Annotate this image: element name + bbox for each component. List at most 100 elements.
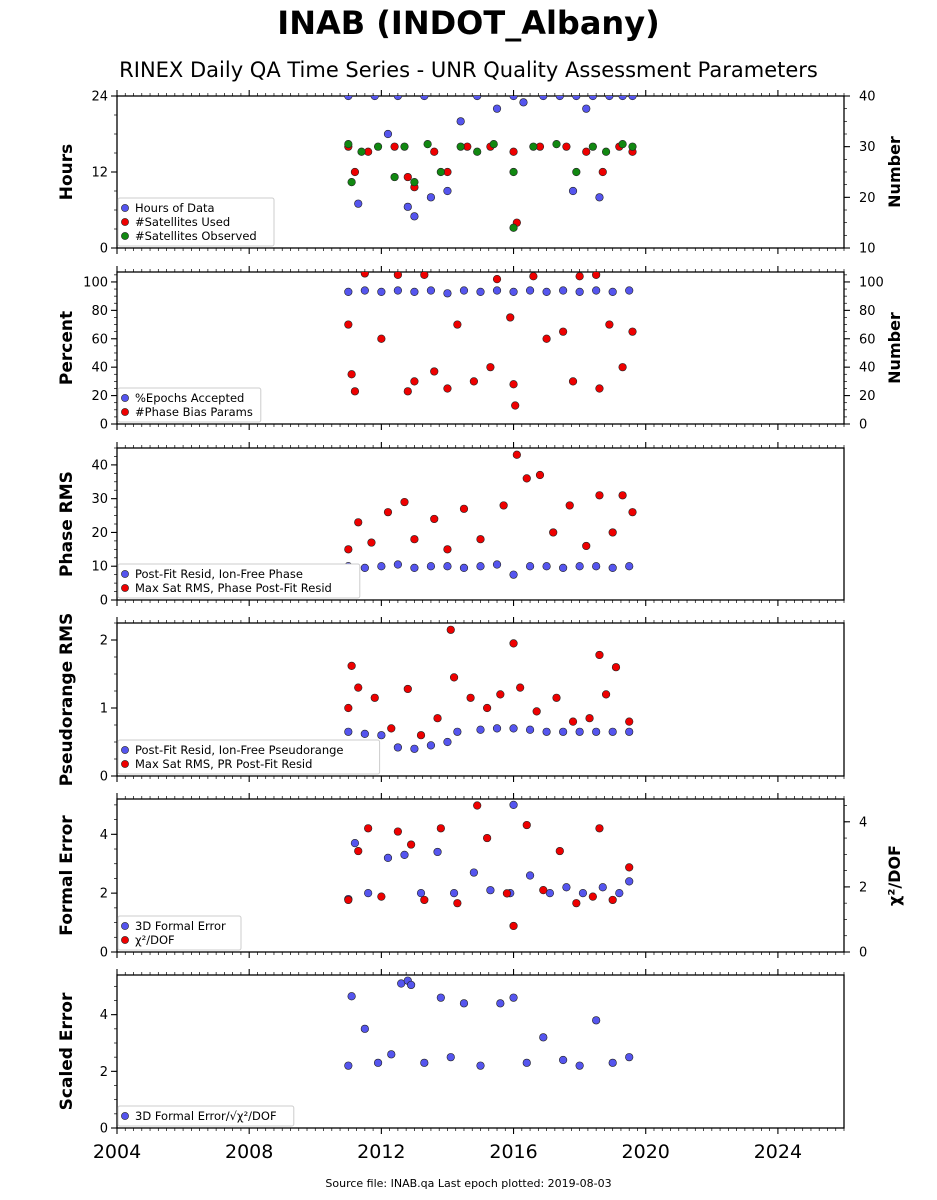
data-point xyxy=(433,714,442,723)
data-point xyxy=(400,142,409,151)
data-point xyxy=(410,744,419,753)
data-point xyxy=(459,504,469,513)
data-point xyxy=(559,563,568,573)
data-point xyxy=(592,1016,601,1025)
data-point xyxy=(449,889,459,898)
y-tick-label: 60 xyxy=(91,332,108,347)
data-point xyxy=(598,883,607,892)
legend-label: %Epochs Accepted xyxy=(135,391,244,405)
y-axis-label: Percent xyxy=(57,311,77,385)
data-point xyxy=(575,1061,584,1070)
plot-frame xyxy=(116,974,845,1129)
data-point xyxy=(608,528,617,537)
data-point xyxy=(347,992,356,1001)
y-right-axis-label: χ²/DOF xyxy=(885,845,904,906)
data-point xyxy=(492,286,502,295)
data-point xyxy=(559,1055,568,1065)
data-point xyxy=(529,142,538,151)
legend-marker xyxy=(121,204,129,212)
y-axis-label: Formal Error xyxy=(57,815,77,936)
legend-label: #Satellites Used xyxy=(135,215,230,229)
data-point xyxy=(410,287,419,296)
data-point xyxy=(608,563,617,573)
data-point xyxy=(443,384,452,393)
y-tick-label: 20 xyxy=(91,526,108,541)
data-point xyxy=(545,889,554,898)
data-point xyxy=(476,1061,485,1070)
y-right-axis-label: Number xyxy=(885,312,904,384)
y-tick-label: 10 xyxy=(91,560,108,575)
y-right-tick-label: 4 xyxy=(859,815,867,830)
data-point xyxy=(344,140,353,149)
data-point xyxy=(347,178,356,187)
chart-subtitle: RINEX Daily QA Time Series - UNR Quality… xyxy=(119,58,818,82)
data-point xyxy=(407,980,416,990)
data-point xyxy=(410,377,419,386)
data-point xyxy=(446,1053,455,1062)
data-point xyxy=(492,560,502,569)
x-tick-label: 2020 xyxy=(622,1141,670,1163)
data-point xyxy=(354,518,363,527)
panel-2: 0 20 40 60 80 100 0 20 40 60 80 100 Number Percent %Ep… xyxy=(57,266,904,433)
data-point xyxy=(344,1061,353,1070)
data-point xyxy=(592,272,601,279)
legend-marker xyxy=(121,1112,129,1120)
data-point xyxy=(393,560,402,569)
data-point xyxy=(364,824,373,833)
data-point xyxy=(377,892,386,901)
data-point xyxy=(525,871,535,880)
data-point xyxy=(512,450,521,459)
data-point xyxy=(496,690,505,699)
y-tick-label: 20 xyxy=(91,389,108,404)
data-point xyxy=(601,147,611,156)
data-point xyxy=(420,1058,429,1067)
data-point xyxy=(542,334,551,343)
data-point xyxy=(436,824,445,833)
data-point xyxy=(628,96,637,101)
data-point xyxy=(476,287,485,296)
data-point xyxy=(582,147,591,156)
data-point xyxy=(492,275,502,284)
data-point xyxy=(453,899,462,908)
y-tick-label: 4 xyxy=(100,828,108,843)
data-point xyxy=(347,370,356,379)
data-point xyxy=(492,104,502,113)
data-point xyxy=(436,167,445,177)
data-point xyxy=(344,320,353,329)
data-point xyxy=(618,491,627,500)
panel-3: 0 10 20 30 40 Phase RMS Post-Fit Resid, Ion-Fr… xyxy=(57,442,845,609)
data-point xyxy=(509,96,518,101)
data-point xyxy=(595,384,604,393)
data-point xyxy=(605,320,614,329)
data-point xyxy=(459,563,469,573)
legend-box xyxy=(117,387,262,423)
data-point xyxy=(572,899,581,908)
data-point xyxy=(628,327,637,336)
legend-label: Max Sat RMS, PR Post-Fit Resid xyxy=(135,757,312,771)
data-point xyxy=(344,895,353,905)
data-point xyxy=(469,868,478,877)
y-right-tick-label: 30 xyxy=(859,140,876,155)
data-point xyxy=(611,663,621,672)
data-point xyxy=(625,863,634,872)
data-point xyxy=(499,501,508,510)
data-point xyxy=(628,142,637,151)
y-right-tick-label: 40 xyxy=(859,90,876,105)
data-point xyxy=(568,717,578,726)
data-point xyxy=(625,877,634,886)
data-point xyxy=(618,96,627,101)
data-point xyxy=(360,729,369,738)
y-tick-label: 0 xyxy=(100,1122,108,1137)
data-point xyxy=(509,921,518,931)
data-point xyxy=(608,895,617,905)
data-point xyxy=(443,289,452,298)
data-point xyxy=(502,889,512,898)
data-point xyxy=(588,142,597,151)
data-point xyxy=(568,186,578,196)
data-point xyxy=(542,727,551,736)
data-point xyxy=(509,287,518,296)
data-point xyxy=(443,562,452,571)
y-tick-label: 100 xyxy=(83,275,108,290)
y-tick-label: 4 xyxy=(100,1008,108,1023)
